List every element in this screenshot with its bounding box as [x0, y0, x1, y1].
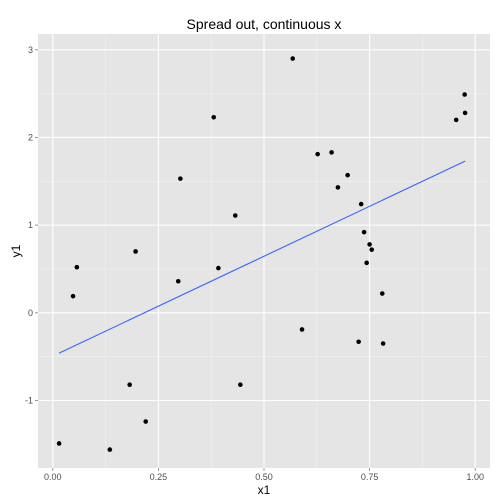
data-point [70, 293, 76, 299]
data-point [290, 56, 296, 61]
data-point [361, 229, 367, 235]
y-axis-ticks: -1 0 1 2 3 [25, 45, 38, 405]
y-tick-label: 0 [28, 308, 33, 318]
data-point [107, 447, 113, 452]
data-point [453, 117, 459, 123]
data-point [175, 278, 181, 284]
data-point [380, 341, 386, 346]
y-axis-title: y1 [9, 244, 23, 257]
data-point [216, 265, 221, 271]
x-axis-ticks: 0.00 0.25 0.50 0.75 1.00 [44, 468, 484, 482]
data-points [56, 56, 468, 452]
x-tick-label: 0.25 [150, 472, 168, 482]
x-tick-label: 0.00 [44, 472, 62, 482]
data-point [133, 249, 138, 254]
x-tick-label: 0.50 [255, 472, 273, 482]
data-point [238, 382, 243, 388]
fit-line [58, 160, 466, 354]
data-point [329, 150, 334, 155]
x-axis-title: x1 [258, 483, 271, 497]
data-point [462, 110, 468, 116]
data-point [358, 201, 364, 207]
data-point [335, 185, 341, 190]
data-point [367, 242, 372, 247]
data-point [315, 151, 320, 157]
data-point [178, 176, 183, 181]
y-tick-label: 2 [28, 132, 33, 142]
x-tick-label: 1.00 [466, 472, 484, 482]
data-point [127, 382, 132, 388]
data-point [143, 419, 149, 424]
x-tick-label: 0.75 [361, 472, 379, 482]
data-point [56, 441, 62, 446]
y-tick-label: -1 [25, 395, 33, 405]
data-point [364, 260, 369, 266]
y-tick-label: 3 [28, 45, 33, 55]
data-point [356, 339, 361, 345]
data-point [74, 264, 80, 270]
grid-major [38, 34, 490, 468]
data-point [369, 247, 375, 252]
data-point [211, 114, 217, 120]
data-point [462, 92, 467, 97]
data-point [345, 172, 350, 178]
y-tick-label: 1 [28, 220, 33, 230]
chart-title: Spread out, continuous x [187, 16, 342, 32]
data-point [232, 213, 238, 218]
data-point [379, 291, 385, 296]
data-point [299, 327, 305, 332]
